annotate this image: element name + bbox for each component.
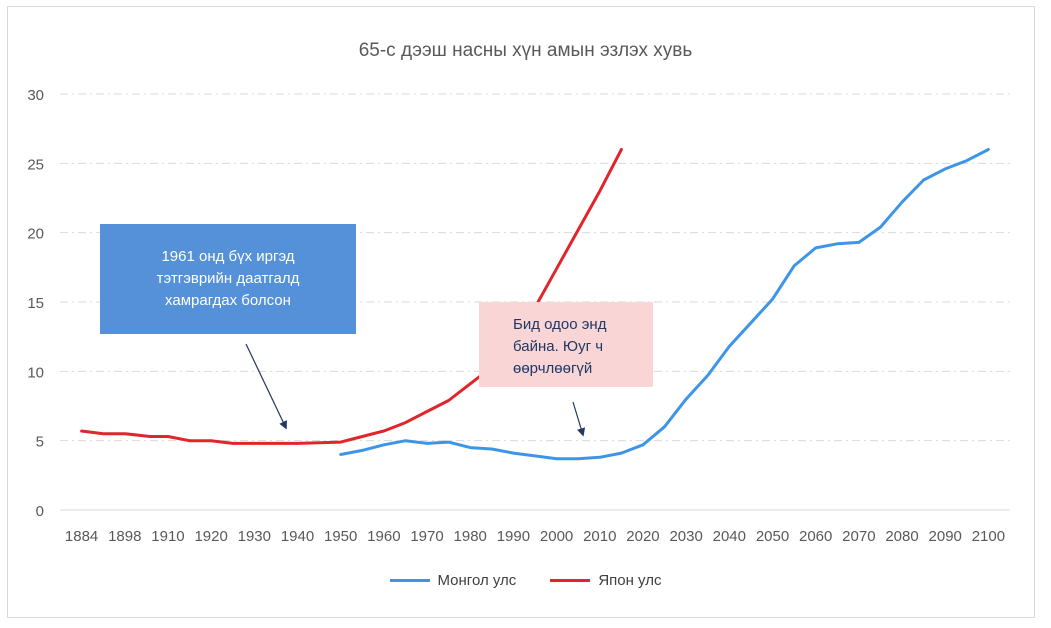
x-tick-label: 1970 [410,528,443,545]
legend-item-japan: Япон улс [550,572,661,589]
x-tick-label: 1910 [151,528,184,545]
x-tick-label: 1884 [65,528,98,545]
annotation-we-are-here: Бид одоо энд байна. Юуг ч өөрчлөөгүй [479,302,653,387]
x-tick-label: 2000 [540,528,573,545]
annotation-pension-1961: 1961 онд бүх иргэд тэтгэврийн даатгалд х… [100,224,356,334]
y-tick-label: 15 [27,295,44,312]
x-tick-label: 1940 [281,528,314,545]
y-tick-label: 30 [27,87,44,104]
x-tick-label: 1990 [497,528,530,545]
x-tick-label: 2030 [669,528,702,545]
x-tick-label: 1950 [324,528,357,545]
chart-title: 65-с дээш насны хүн амын эзлэх хувь [358,40,693,61]
x-tick-label: 2090 [929,528,962,545]
legend-item-mongolia: Монгол улс [389,572,517,589]
legend-swatch-japan [550,579,591,582]
legend-label-japan: Япон улс [598,572,662,589]
x-tick-label: 2070 [842,528,875,545]
x-tick-label: 2010 [583,528,616,545]
annotation-arrow-now [572,401,586,437]
y-tick-label: 5 [36,434,44,451]
y-tick-label: 25 [27,156,44,173]
series-line-mongolia [339,148,990,461]
y-tick-label: 10 [27,364,44,381]
x-tick-label: 2060 [799,528,832,545]
y-tick-label: 0 [36,503,44,520]
x-tick-label: 2040 [713,528,746,545]
x-tick-label: 1930 [238,528,271,545]
x-tick-label: 1920 [194,528,227,545]
x-tick-label: 2020 [626,528,659,545]
x-tick-label: 1960 [367,528,400,545]
legend-swatch-mongolia [389,579,430,582]
x-tick-label: 2080 [885,528,918,545]
y-tick-label: 20 [27,226,44,243]
x-tick-label: 2050 [756,528,789,545]
legend-label-mongolia: Монгол улс [437,572,517,589]
annotation-arrow-1961 [245,343,287,430]
x-tick-label: 1980 [454,528,487,545]
x-tick-label: 2100 [972,528,1005,545]
legend: Монгол улс Япон улс [0,572,1051,589]
x-tick-label: 1898 [108,528,141,545]
